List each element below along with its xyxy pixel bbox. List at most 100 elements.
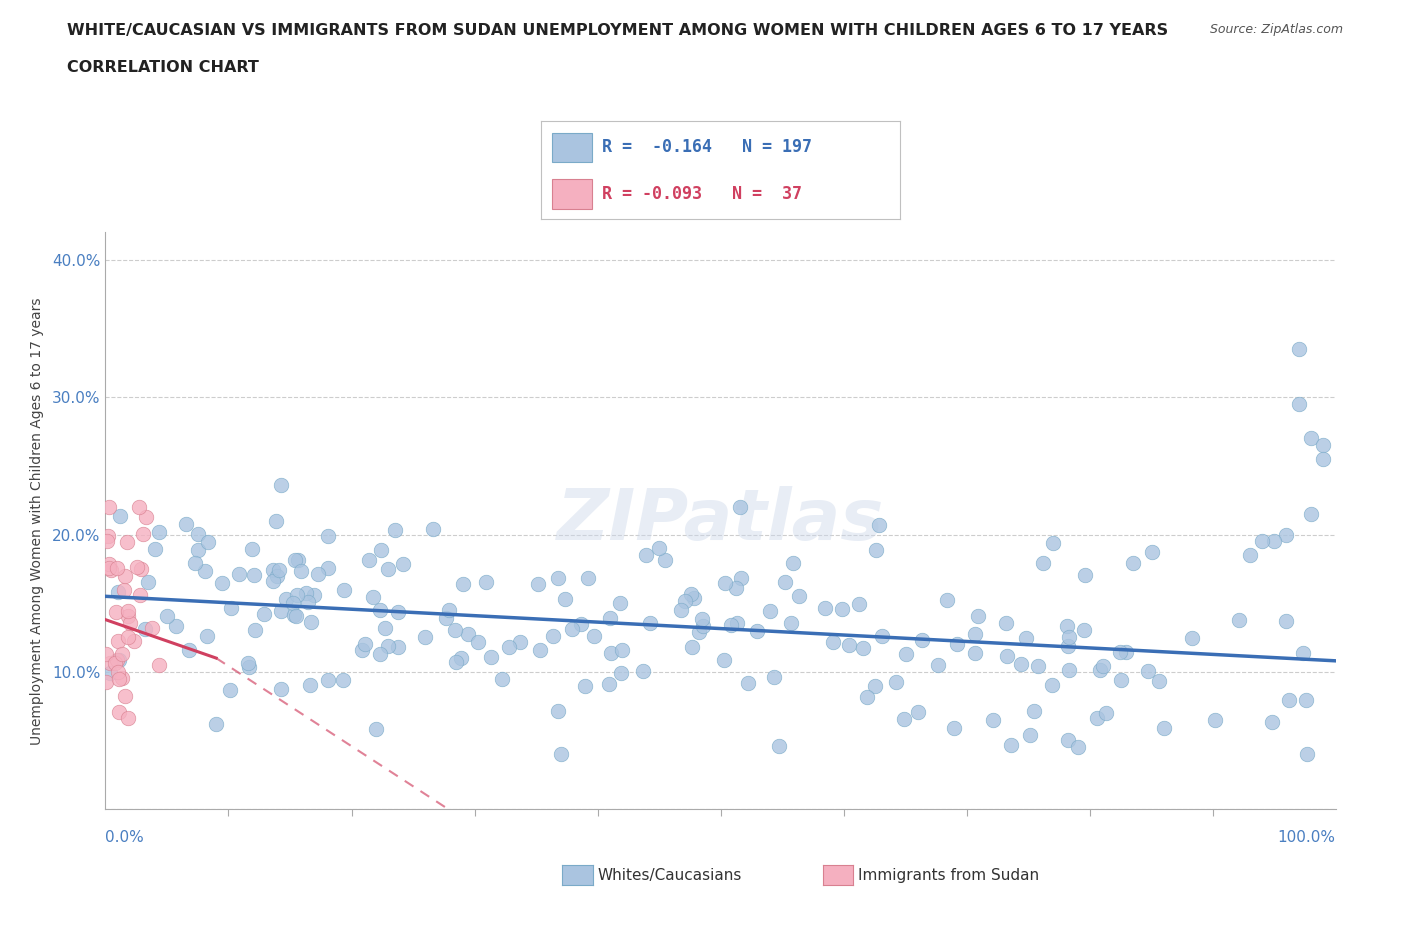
Point: [107, 664, 129, 679]
Point: [1251, 534, 1274, 549]
Point: [457, 626, 479, 641]
Text: 0.0%: 0.0%: [105, 830, 145, 845]
Point: [782, 556, 804, 571]
Point: [1057, 663, 1080, 678]
Point: [252, 607, 274, 622]
Point: [266, 569, 288, 584]
Point: [509, 635, 531, 650]
Point: [219, 683, 242, 698]
Point: [242, 567, 264, 582]
Text: R =  -0.164   N = 197: R = -0.164 N = 197: [602, 139, 813, 156]
Point: [673, 593, 696, 608]
Point: [911, 632, 934, 647]
Point: [117, 711, 139, 725]
Point: [96, 647, 118, 662]
Point: [283, 608, 305, 623]
Point: [870, 629, 893, 644]
Point: [98, 656, 121, 671]
Point: [1140, 545, 1163, 560]
Point: [1288, 341, 1310, 356]
Point: [747, 624, 769, 639]
Point: [295, 585, 318, 600]
Point: [120, 616, 142, 631]
Point: [117, 609, 139, 624]
Point: [228, 566, 250, 581]
Point: [107, 653, 129, 668]
Point: [298, 678, 321, 693]
Point: [679, 586, 702, 601]
Point: [105, 653, 128, 668]
Point: [1239, 548, 1261, 563]
Point: [284, 609, 307, 624]
Point: [114, 689, 136, 704]
Point: [281, 596, 304, 611]
Point: [451, 577, 474, 591]
Point: [122, 633, 145, 648]
Point: [1056, 618, 1078, 633]
Point: [187, 526, 209, 541]
Point: [561, 622, 583, 637]
Point: [128, 499, 150, 514]
Point: [609, 666, 631, 681]
Point: [1296, 747, 1319, 762]
Point: [96, 534, 118, 549]
Point: [1181, 631, 1204, 645]
Point: [1057, 733, 1080, 748]
Point: [1010, 657, 1032, 671]
Point: [943, 721, 966, 736]
Point: [243, 622, 266, 637]
Point: [654, 552, 676, 567]
Point: [370, 603, 392, 618]
Point: [194, 564, 217, 578]
Point: [714, 576, 737, 591]
Point: [100, 563, 122, 578]
Point: [1275, 527, 1298, 542]
Point: [1227, 612, 1250, 627]
Point: [127, 560, 149, 575]
Point: [838, 638, 860, 653]
Point: [855, 689, 877, 704]
Point: [1000, 738, 1022, 753]
Point: [1022, 703, 1045, 718]
Point: [98, 499, 121, 514]
Point: [787, 589, 810, 604]
Point: [1042, 678, 1064, 693]
FancyBboxPatch shape: [553, 179, 592, 209]
Text: ZIPatlas: ZIPatlas: [557, 486, 884, 555]
Point: [1087, 711, 1109, 726]
Point: [599, 611, 621, 626]
Point: [117, 604, 139, 618]
Point: [352, 643, 374, 658]
Point: [1312, 452, 1334, 467]
Point: [359, 553, 381, 568]
Text: WHITE/CAUCASIAN VS IMMIGRANTS FROM SUDAN UNEMPLOYMENT AMONG WOMEN WITH CHILDREN : WHITE/CAUCASIAN VS IMMIGRANTS FROM SUDAN…: [67, 23, 1168, 38]
Point: [316, 672, 339, 687]
Point: [547, 570, 569, 585]
Point: [612, 643, 634, 658]
Point: [682, 591, 704, 605]
Point: [332, 672, 354, 687]
Point: [384, 523, 406, 538]
Point: [728, 499, 751, 514]
Point: [270, 604, 292, 618]
Point: [299, 614, 322, 629]
Point: [724, 580, 747, 595]
Point: [377, 562, 399, 577]
Point: [387, 604, 409, 619]
Point: [284, 552, 307, 567]
Point: [720, 618, 742, 632]
Point: [1026, 658, 1049, 673]
Point: [302, 588, 325, 603]
Point: [966, 608, 988, 623]
Point: [1015, 631, 1038, 645]
Point: [995, 648, 1018, 663]
Point: [1288, 397, 1310, 412]
Point: [270, 477, 292, 492]
Point: [114, 568, 136, 583]
Point: [762, 670, 785, 684]
Point: [392, 556, 415, 571]
Point: [195, 629, 218, 644]
Point: [1088, 662, 1111, 677]
Point: [366, 722, 388, 737]
Point: [631, 664, 654, 679]
